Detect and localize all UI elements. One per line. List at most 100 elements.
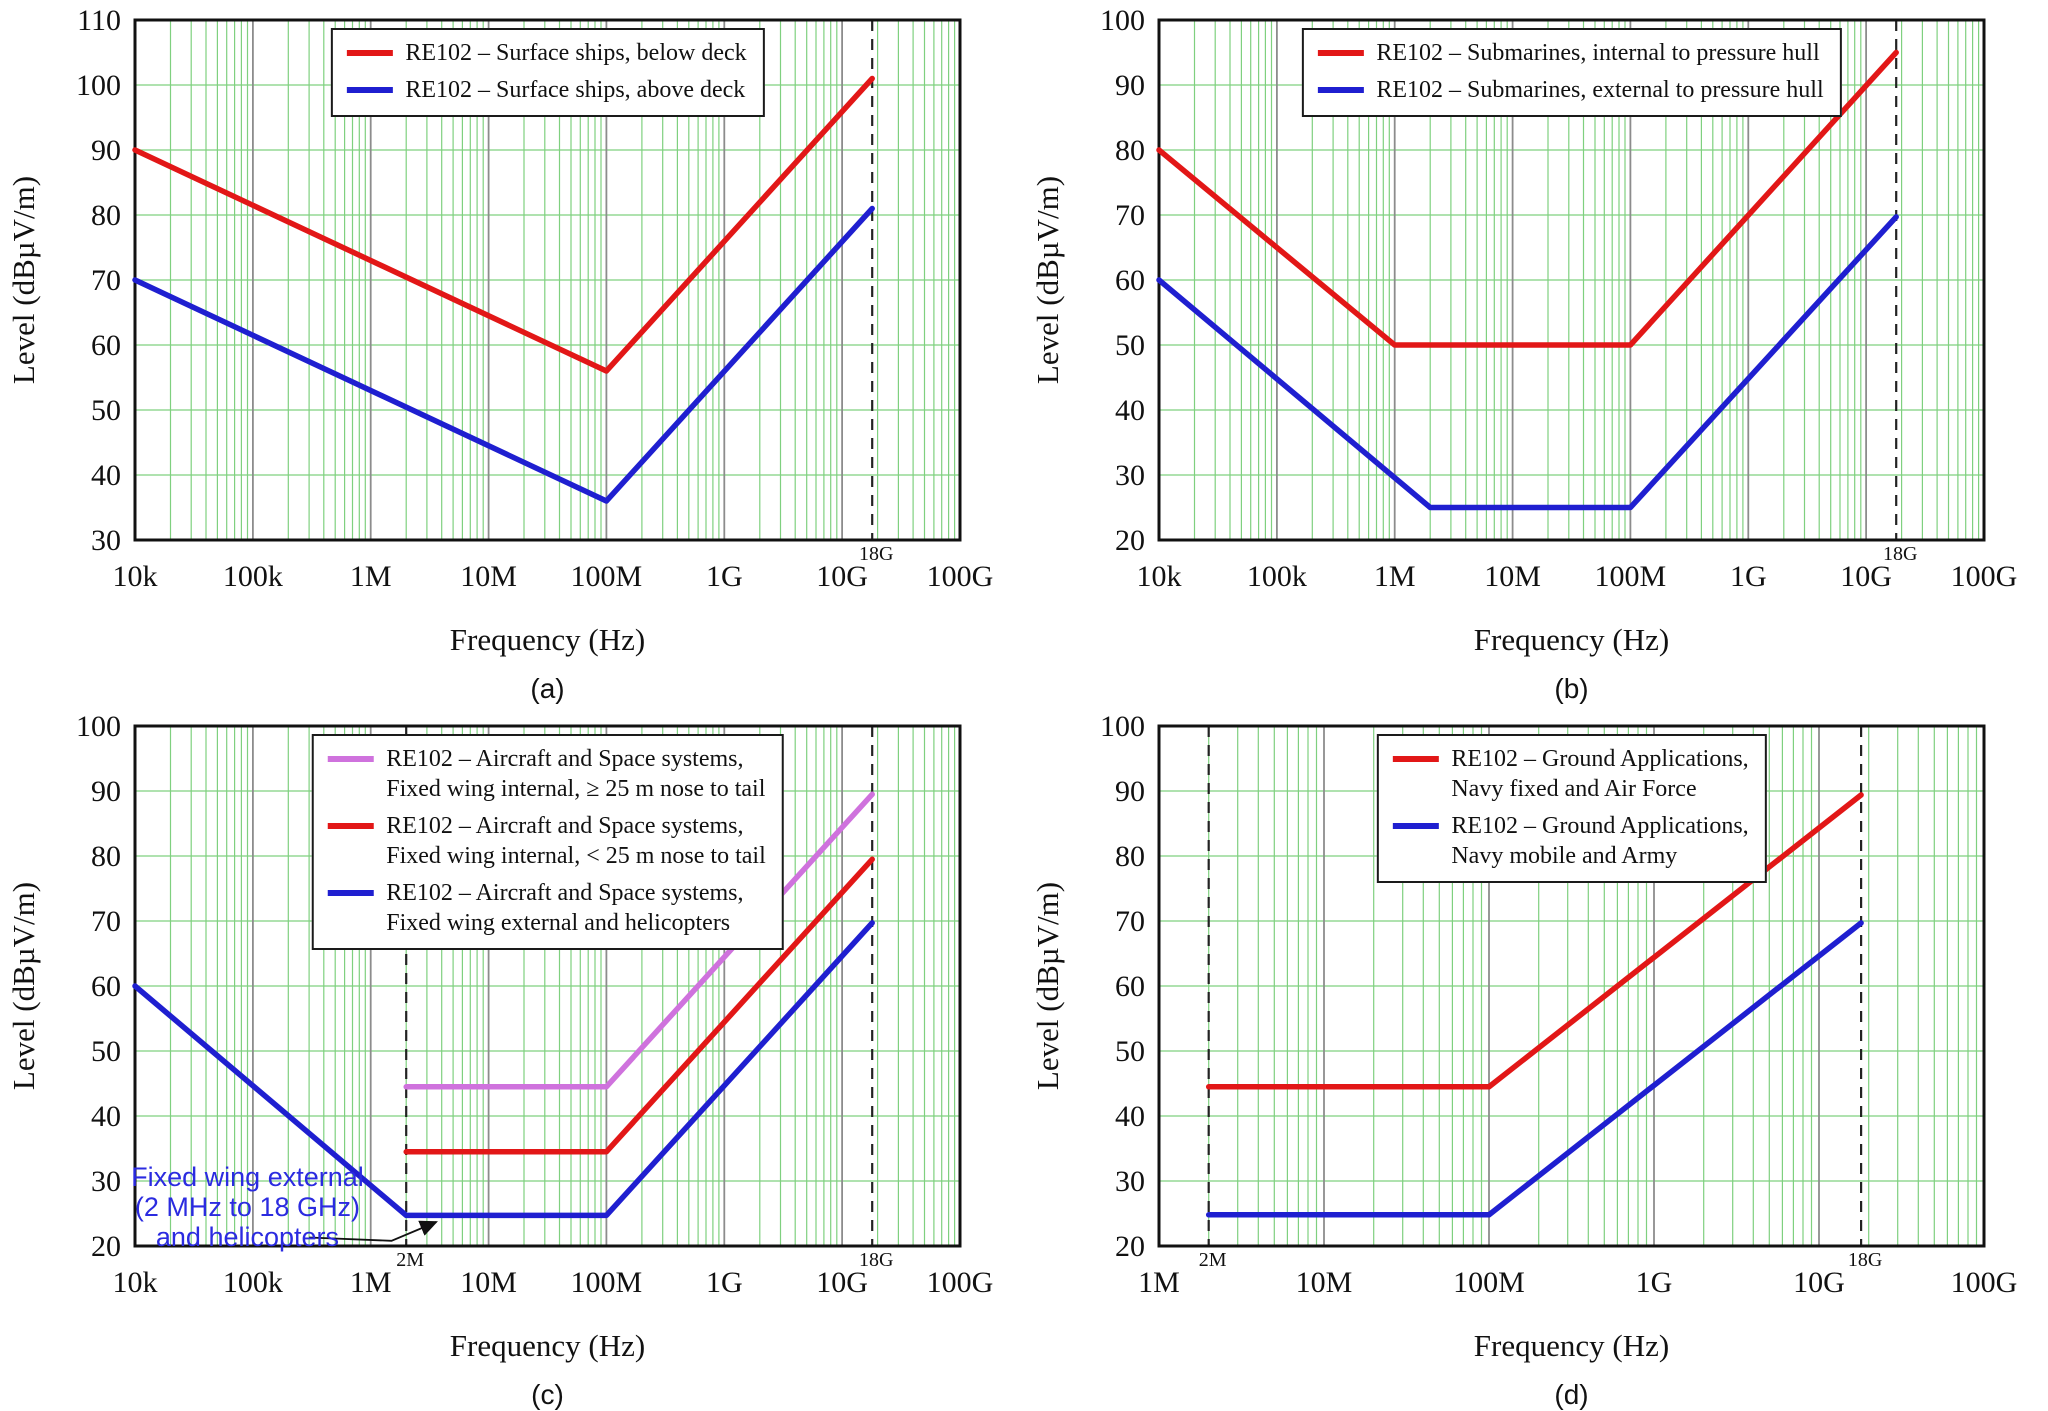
legend-swatch-blue xyxy=(346,87,393,93)
tick-label-x: 100G xyxy=(927,560,994,593)
tick-label-y: 80 xyxy=(1115,840,1145,873)
boundary-vline-label: 18G xyxy=(1848,1249,1882,1271)
limit-line xyxy=(1205,792,1864,1090)
panel-d: 2M 18G 1M 10M 100M 1G 10G 100G 20 30 40 50 60 70 80 90 1… xyxy=(1024,706,2048,1411)
tick-label-x: 10G xyxy=(1840,560,1892,593)
tick-label-y: 90 xyxy=(91,134,121,167)
legend-label: RE102 – Surface ships, below deck xyxy=(405,38,746,68)
tick-label-y: 70 xyxy=(91,264,121,297)
tick-label-x: 100k xyxy=(223,560,283,593)
tick-label-x: 100G xyxy=(1951,1266,2018,1299)
tick-label-x: 10M xyxy=(460,1266,517,1299)
y-axis-label: Level (dBµV/m) xyxy=(6,176,41,384)
legend-label-line: RE102 – Aircraft and Space systems, xyxy=(386,813,744,839)
annotation-text: Fixed wing external (2 MHz to 18 GHz) and … xyxy=(131,1162,364,1252)
tick-label-y: 30 xyxy=(91,1165,121,1198)
legend-swatch-blue xyxy=(327,890,374,896)
tick-label-y: 70 xyxy=(1115,905,1145,938)
legend-label: RE102 – Aircraft and Space systems, Fixed… xyxy=(386,811,766,871)
legend-entry: RE102 – Surface ships, below deck xyxy=(346,38,747,68)
tick-label-y: 20 xyxy=(1115,524,1145,557)
limit-line xyxy=(132,75,875,374)
legend-entry: RE102 – Submarines, internal to pressure… xyxy=(1317,38,1823,68)
legend-label-line: RE102 – Surface ships, above deck xyxy=(405,77,746,103)
legend-label-line: RE102 – Ground Applications, xyxy=(1451,746,1749,772)
tick-label-y: 100 xyxy=(1100,710,1145,743)
legend-swatch-blue xyxy=(1392,823,1439,829)
tick-label-y: 60 xyxy=(1115,970,1145,1003)
tick-label-x: 10k xyxy=(113,560,158,593)
legend-swatch-red xyxy=(1392,756,1439,762)
tick-label-x: 10k xyxy=(1137,560,1182,593)
tick-label-y: 50 xyxy=(1115,1035,1145,1068)
boundary-vline-label: 18G xyxy=(1883,543,1917,565)
legend-label-line: Fixed wing external and helicopters xyxy=(386,910,731,936)
legend-swatch-blue xyxy=(1317,87,1364,93)
panel-chart-svg: 18G 10k 100k 1M 10M 100M 1G 10G 100G 30 40 50 60 70 80… xyxy=(6,4,994,704)
tick-label-y: 60 xyxy=(91,329,121,362)
tick-label-x: 100G xyxy=(1951,560,2018,593)
tick-label-x: 100M xyxy=(571,1266,643,1299)
x-axis-label: Frequency (Hz) xyxy=(450,1328,645,1363)
tick-label-y: 80 xyxy=(1115,134,1145,167)
tick-label-y: 100 xyxy=(76,710,121,743)
panel-a: 18G 10k 100k 1M 10M 100M 1G 10G 100G 30 40 50 60 70 80… xyxy=(0,0,1024,705)
y-axis-label: Level (dBµV/m) xyxy=(1030,882,1065,1090)
tick-label-x: 1M xyxy=(350,560,392,593)
tick-label-y: 20 xyxy=(91,1230,121,1263)
tick-label-x: 10M xyxy=(460,560,517,593)
tick-label-x: 100M xyxy=(1595,560,1667,593)
legend-swatch-red xyxy=(327,823,374,829)
tick-label-y: 40 xyxy=(91,1100,121,1133)
tick-label-y: 40 xyxy=(1115,394,1145,427)
tick-label-y: 50 xyxy=(1115,329,1145,362)
legend-entry: RE102 – Ground Applications, Navy fixed a… xyxy=(1392,744,1749,804)
tick-label-x: 100M xyxy=(571,560,643,593)
legend-label-line: RE102 – Submarines, external to pressure… xyxy=(1376,77,1824,103)
tick-label-y: 40 xyxy=(91,459,121,492)
tick-label-x: 10G xyxy=(816,560,868,593)
panel-caption: (a) xyxy=(530,673,564,704)
x-axis-label: Frequency (Hz) xyxy=(450,622,645,657)
limit-line xyxy=(403,856,875,1155)
legend-swatch-red xyxy=(1317,50,1364,56)
tick-label-x: 1M xyxy=(1138,1266,1180,1299)
tick-label-y: 90 xyxy=(1115,775,1145,808)
boundary-vline-label: 18G xyxy=(859,1249,893,1271)
tick-label-x: 10k xyxy=(113,1266,158,1299)
tick-label-x: 1M xyxy=(1374,560,1416,593)
tick-label-y: 90 xyxy=(1115,69,1145,102)
tick-label-y: 90 xyxy=(91,775,121,808)
tick-label-y: 70 xyxy=(91,905,121,938)
legend-label-line: Navy fixed and Air Force xyxy=(1451,776,1697,802)
legend-label-line: RE102 – Aircraft and Space systems, xyxy=(386,880,744,906)
annotation-arrow xyxy=(309,1220,438,1242)
annotation-text-line: and helicopters xyxy=(155,1221,340,1252)
tick-label-x: 10G xyxy=(816,1266,868,1299)
limit-line xyxy=(1156,214,1899,511)
legend-swatch-red xyxy=(346,50,393,56)
x-axis-label: Frequency (Hz) xyxy=(1474,622,1669,657)
tick-label-y: 50 xyxy=(91,1035,121,1068)
limit-line xyxy=(1156,49,1899,348)
annotation-text-line: (2 MHz to 18 GHz) xyxy=(134,1191,360,1222)
legend-entry: RE102 – Aircraft and Space systems, Fixed… xyxy=(327,744,766,804)
limit-line xyxy=(132,205,875,504)
legend-entry: RE102 – Aircraft and Space systems, Fixed… xyxy=(327,878,766,938)
tick-label-x: 1G xyxy=(1636,1266,1673,1299)
y-axis-label: Level (dBµV/m) xyxy=(1030,176,1065,384)
axis-frame xyxy=(1157,724,1986,1248)
panel-caption: (d) xyxy=(1554,1379,1588,1410)
limit-line xyxy=(132,920,875,1219)
boundary-vline-label: 2M xyxy=(396,1249,424,1271)
limit-line xyxy=(1205,920,1864,1218)
legend-label-line: Fixed wing internal, < 25 m nose to tail xyxy=(386,843,766,869)
tick-label-y: 60 xyxy=(91,970,121,1003)
legend-box: RE102 – Ground Applications, Navy fixed a… xyxy=(1376,734,1767,883)
legend-entry: RE102 – Ground Applications, Navy mobile … xyxy=(1392,811,1749,871)
boundary-vline-label: 2M xyxy=(1199,1249,1227,1271)
panel-caption: (c) xyxy=(531,1379,564,1410)
panel-c: 2M 18G 10k 100k 1M 10M 100M 1G 10G 100G 20 30 40 50 60… xyxy=(0,706,1024,1411)
panel-caption: (b) xyxy=(1554,673,1588,704)
